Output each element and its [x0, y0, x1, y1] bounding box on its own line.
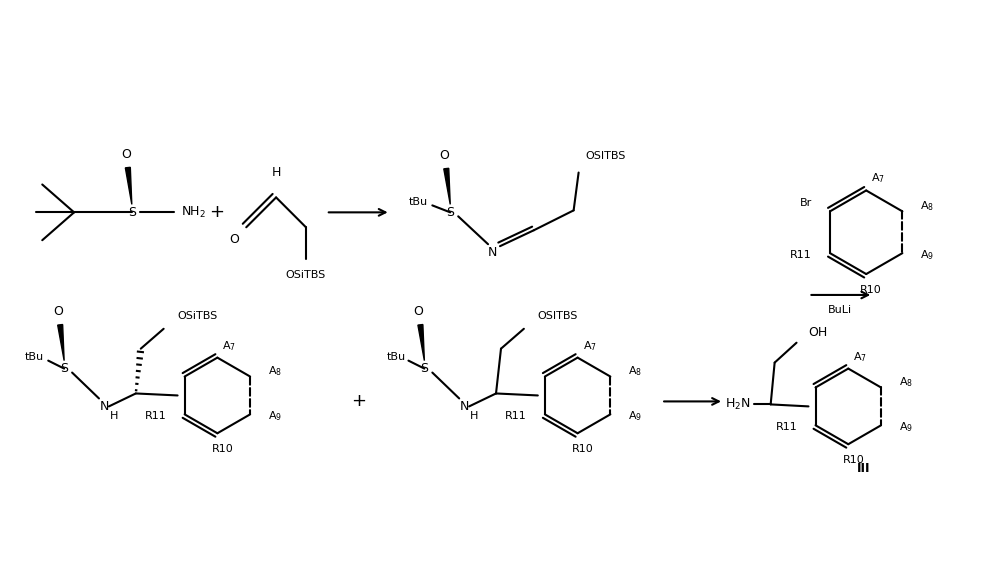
Text: A$_9$: A$_9$ [899, 420, 913, 434]
Text: OSITBS: OSITBS [585, 151, 626, 160]
Text: A$_7$: A$_7$ [223, 339, 237, 353]
Text: H: H [470, 411, 479, 421]
Text: A$_8$: A$_8$ [899, 375, 913, 390]
Text: A$_8$: A$_8$ [628, 365, 642, 378]
Text: OSITBS: OSITBS [537, 311, 578, 321]
Text: H: H [110, 411, 118, 421]
Polygon shape [418, 324, 425, 361]
Text: H$_2$N: H$_2$N [725, 397, 751, 412]
Text: O: O [121, 148, 131, 161]
Text: OH: OH [808, 326, 828, 339]
Text: R10: R10 [571, 444, 593, 454]
Text: R11: R11 [776, 422, 797, 432]
Polygon shape [125, 167, 132, 204]
Text: S: S [128, 206, 136, 219]
Text: A$_7$: A$_7$ [871, 172, 885, 185]
Text: Br: Br [800, 198, 812, 209]
Text: NH$_2$: NH$_2$ [181, 205, 206, 220]
Polygon shape [58, 324, 64, 361]
Text: A$_7$: A$_7$ [853, 350, 867, 363]
Text: R11: R11 [145, 411, 167, 421]
Text: A$_7$: A$_7$ [582, 339, 596, 353]
Text: H: H [272, 166, 281, 179]
Text: R10: R10 [212, 444, 233, 454]
Text: N: N [488, 246, 497, 259]
Polygon shape [444, 168, 451, 204]
Text: +: + [352, 392, 367, 411]
Text: A$_9$: A$_9$ [920, 248, 934, 262]
Text: R11: R11 [505, 411, 526, 421]
Text: O: O [230, 232, 239, 246]
Text: tBu: tBu [25, 352, 44, 362]
Text: +: + [209, 204, 224, 221]
Text: A$_8$: A$_8$ [920, 200, 934, 213]
Text: OSiTBS: OSiTBS [178, 311, 218, 321]
Text: O: O [53, 306, 63, 318]
Text: O: O [414, 306, 424, 318]
Text: R10: R10 [842, 455, 864, 465]
Text: tBu: tBu [410, 197, 429, 208]
Text: A$_9$: A$_9$ [628, 409, 642, 423]
Text: N: N [460, 400, 469, 413]
Text: BuLi: BuLi [828, 305, 852, 315]
Text: OSiTBS: OSiTBS [286, 270, 326, 280]
Text: S: S [447, 206, 455, 219]
Text: O: O [440, 149, 450, 162]
Text: S: S [60, 362, 68, 375]
Text: A$_8$: A$_8$ [268, 365, 282, 378]
Text: R10: R10 [860, 285, 882, 295]
Text: N: N [99, 400, 109, 413]
Text: S: S [421, 362, 429, 375]
Text: III: III [856, 462, 870, 475]
Text: A$_9$: A$_9$ [268, 409, 282, 423]
Text: tBu: tBu [387, 352, 406, 362]
Text: R11: R11 [790, 250, 812, 260]
